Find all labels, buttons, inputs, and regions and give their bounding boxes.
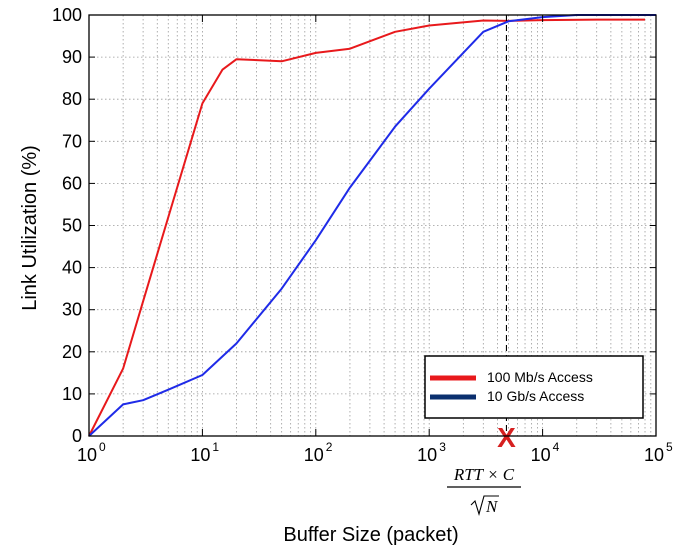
y-tick-label: 20	[62, 342, 82, 362]
x-tick-label-base: 10	[644, 445, 664, 465]
series-layer	[88, 14, 656, 437]
x-tick-label-exponent: 5	[666, 440, 673, 454]
x-tick-labels: 10 0 10 1 10 2 10 3 10 4 10 5	[77, 440, 673, 465]
y-tick-label: 40	[62, 258, 82, 278]
y-tick-label: 50	[62, 216, 82, 236]
formula-numerator: RTT × C	[453, 465, 515, 484]
annotation-formula: RTT × C N	[447, 465, 521, 516]
x-tick-label-base: 10	[417, 445, 437, 465]
y-tick-label: 100	[52, 5, 82, 25]
x-tick-label-base: 10	[304, 445, 324, 465]
y-tick-label: 0	[72, 426, 82, 446]
x-tick-label-base: 10	[531, 445, 551, 465]
threshold-marker: X	[497, 422, 516, 453]
x-tick-label-exponent: 1	[212, 440, 219, 454]
y-tick-label: 70	[62, 131, 82, 151]
y-tick-label: 90	[62, 47, 82, 67]
y-tick-label: 80	[62, 89, 82, 109]
formula-denominator: N	[485, 497, 499, 516]
x-tick-label-exponent: 2	[326, 440, 333, 454]
series-line-10gbs	[88, 14, 656, 437]
legend: 100 Mb/s Access 10 Gb/s Access	[424, 355, 644, 419]
formula-sqrt-sign	[470, 495, 499, 516]
x-tick-label-base: 10	[77, 445, 97, 465]
legend-label-10gbs: 10 Gb/s Access	[487, 388, 584, 404]
y-tick-label: 10	[62, 384, 82, 404]
x-axis-title: Buffer Size (packet)	[283, 524, 458, 546]
x-tick-label-exponent: 3	[439, 440, 446, 454]
x-tick-label-exponent: 4	[553, 440, 560, 454]
legend-box	[424, 355, 644, 419]
x-tick-label-base: 10	[190, 445, 210, 465]
y-axis-title: Link Utilization (%)	[19, 145, 41, 311]
plot-frame	[88, 14, 657, 437]
legend-label-100mbs: 100 Mb/s Access	[487, 369, 593, 385]
y-tick-label: 30	[62, 300, 82, 320]
x-tick-label-exponent: 0	[99, 440, 106, 454]
y-tick-label: 60	[62, 173, 82, 193]
y-tick-labels: 0 10 20 30 40 50 60 70 80 90 100	[52, 5, 82, 446]
